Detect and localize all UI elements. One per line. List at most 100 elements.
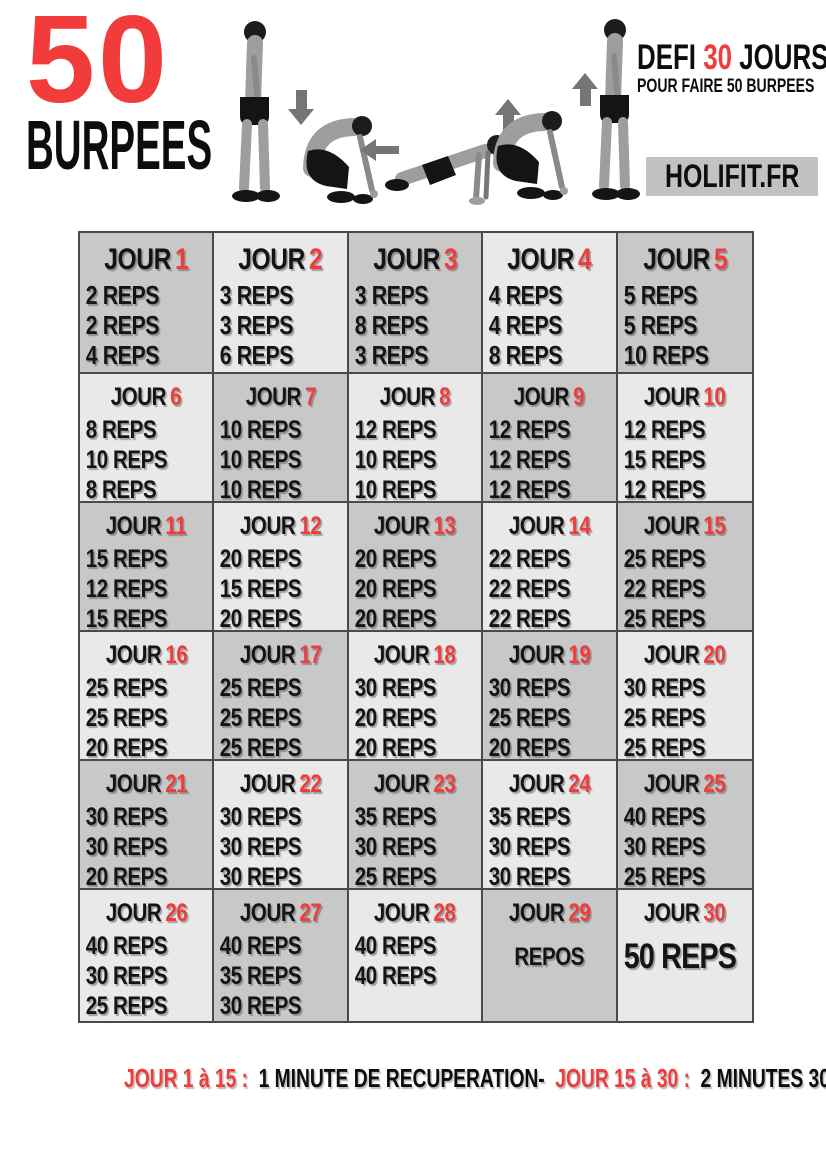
rep-line: 12 REPS: [488, 476, 571, 503]
standing-figure: [232, 21, 280, 202]
reps-list: 22 REPS 22 REPS 22 REPS: [483, 544, 615, 632]
reps-list: 20 REPS 15 REPS 20 REPS: [214, 544, 346, 630]
day-label: JOUR: [374, 512, 430, 540]
reps-list: 35 REPS 30 REPS 30 REPS: [483, 802, 615, 890]
day-number: 3: [443, 243, 458, 276]
day-number: 16: [164, 641, 187, 669]
day-number: 1: [174, 243, 189, 276]
rep-line: 5 REPS: [623, 310, 697, 340]
rep-line: 10 REPS: [85, 446, 168, 474]
rep-line: 30 REPS: [220, 833, 302, 861]
day-header: JOUR 8: [349, 374, 481, 412]
rep-line: 30 REPS: [488, 674, 571, 702]
day-label: JOUR: [507, 243, 575, 276]
day-number: 9: [573, 383, 585, 411]
rep-line: 22 REPS: [488, 605, 571, 632]
rep-line: 4 REPS: [488, 310, 563, 340]
title-label: BURPEES: [26, 106, 213, 184]
reps-list: 40 REPS 30 REPS 25 REPS: [618, 802, 752, 888]
day-cell: JOUR 10 12 REPS 15 REPS 12 REPS: [617, 374, 752, 503]
reps-list: 25 REPS 25 REPS 20 REPS: [80, 673, 212, 759]
day-label: JOUR: [245, 383, 301, 411]
rep-line: 30 REPS: [488, 863, 571, 890]
day-header: JOUR 3: [349, 233, 481, 277]
rep-line: 25 REPS: [85, 704, 168, 732]
rep-line: 4 REPS: [85, 340, 160, 370]
day-label: JOUR: [374, 770, 430, 798]
day-header: JOUR 5: [618, 233, 752, 277]
rep-line: 10 REPS: [623, 340, 709, 370]
day-number: 27: [299, 899, 322, 927]
reps-list: 3 REPS 3 REPS 6 REPS: [214, 280, 346, 370]
day-cell: JOUR 22 30 REPS 30 REPS 30 REPS: [214, 761, 349, 890]
rep-line: 25 REPS: [85, 674, 168, 702]
rep-line: 25 REPS: [488, 704, 571, 732]
day-label: JOUR: [105, 641, 161, 669]
recovery-range-1: JOUR 1 à 15 :: [124, 1063, 249, 1093]
rep-line: 12 REPS: [623, 476, 705, 503]
rep-line: 25 REPS: [623, 704, 705, 732]
squat-figure: [303, 116, 378, 204]
rep-line: 25 REPS: [85, 992, 168, 1020]
challenge-title-prefix: DEFI: [637, 38, 697, 77]
day-header: JOUR 13: [349, 503, 481, 541]
rep-line: 6 REPS: [220, 340, 294, 370]
day-cell: JOUR 2 3 REPS 3 REPS 6 REPS: [214, 233, 349, 374]
day-header: JOUR 27: [214, 890, 346, 928]
rep-line: 8 REPS: [354, 310, 429, 340]
day-number: 12: [299, 512, 322, 540]
rep-line: 30 REPS: [354, 674, 437, 702]
day-label: JOUR: [644, 770, 700, 798]
rep-line: 25 REPS: [220, 704, 302, 732]
rep-line: 12 REPS: [623, 416, 705, 444]
day-header: JOUR 22: [214, 761, 346, 799]
day-label: JOUR: [514, 383, 570, 411]
day-number: 18: [433, 641, 456, 669]
rep-line: 30 REPS: [220, 863, 302, 890]
day-label: JOUR: [238, 243, 306, 276]
rep-line: 25 REPS: [220, 734, 302, 761]
day-number: 20: [703, 641, 726, 669]
day-header: JOUR 20: [618, 632, 752, 670]
day-number: 6: [170, 383, 182, 411]
rep-line: 25 REPS: [623, 734, 705, 761]
rep-line: 15 REPS: [85, 605, 168, 632]
day-cell: JOUR 21 30 REPS 30 REPS 20 REPS: [80, 761, 215, 890]
rep-line: 40 REPS: [220, 932, 302, 960]
day-number: 14: [568, 512, 591, 540]
down-arrow-icon: [288, 90, 314, 125]
day-number: 5: [713, 243, 728, 276]
rep-line: 10 REPS: [220, 476, 302, 503]
rep-line: 20 REPS: [354, 734, 437, 761]
day-number: 7: [304, 383, 316, 411]
reps-list: 40 REPS 40 REPS: [349, 931, 481, 991]
day-label: JOUR: [644, 641, 700, 669]
day-cell: JOUR 24 35 REPS 30 REPS 30 REPS: [483, 761, 618, 890]
day-cell: JOUR 19 30 REPS 25 REPS 20 REPS: [483, 632, 618, 761]
reps-list: 30 REPS 30 REPS 30 REPS: [214, 802, 346, 890]
day-header: JOUR 12: [214, 503, 346, 541]
reps-list: 25 REPS 22 REPS 25 REPS: [618, 544, 752, 630]
plank-figure: [385, 135, 507, 205]
challenge-title-suffix: JOURS: [739, 38, 826, 77]
left-arrow-icon: [360, 139, 399, 161]
day-label: JOUR: [644, 512, 700, 540]
rep-line: 10 REPS: [354, 476, 437, 503]
day-cell: JOUR 16 25 REPS 25 REPS 20 REPS: [80, 632, 215, 761]
day-label: JOUR: [644, 383, 700, 411]
day-label: JOUR: [239, 770, 296, 798]
day-header: JOUR 7: [214, 374, 346, 412]
rep-line: 8 REPS: [85, 416, 157, 444]
day-number: 10: [703, 383, 726, 411]
day-number: 2: [309, 243, 323, 276]
day-header: JOUR 2: [214, 233, 346, 277]
day-label: JOUR: [374, 899, 430, 927]
day-label: JOUR: [105, 899, 161, 927]
day-header: JOUR 4: [483, 233, 615, 277]
day-number: 25: [703, 770, 726, 798]
day-header: JOUR 19: [483, 632, 615, 670]
day-number: 19: [568, 641, 591, 669]
rep-line: 25 REPS: [623, 545, 705, 573]
rep-line: 30 REPS: [220, 803, 302, 831]
